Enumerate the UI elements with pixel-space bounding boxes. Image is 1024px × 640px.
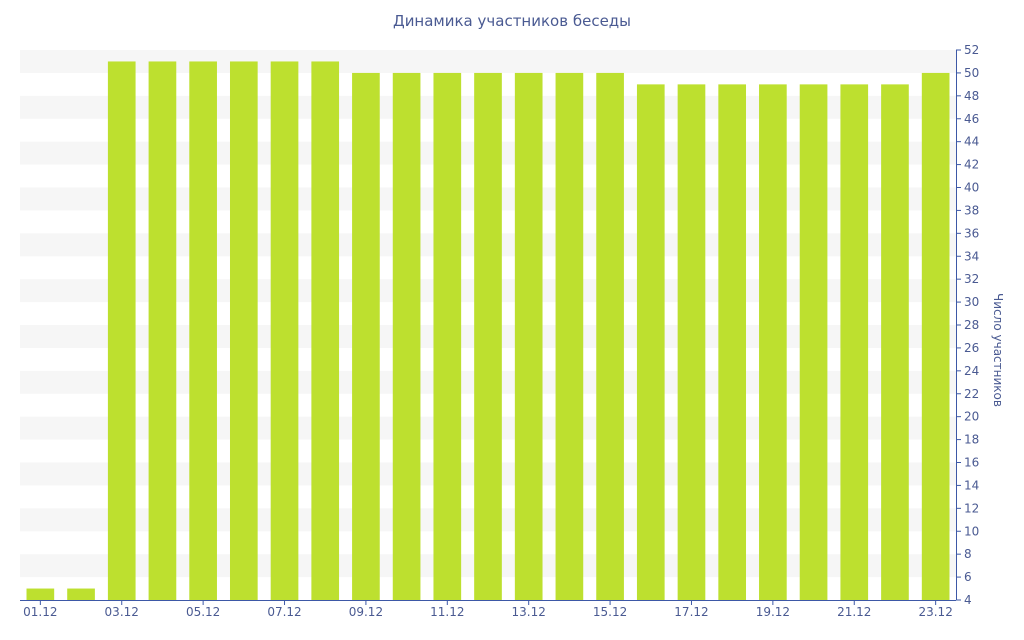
bar [107,61,136,601]
y-axis-title: Число участников [991,293,1005,407]
y-tick-label: 40 [964,181,979,195]
x-tick-label: 13.12 [512,605,546,619]
y-tick-label: 48 [964,89,979,103]
chart-title: Динамика участников беседы [392,12,632,30]
bar [921,72,950,600]
y-tick-label: 46 [964,112,979,126]
y-tick-label: 4 [964,593,972,607]
bar [514,72,543,600]
bar [189,61,217,601]
x-tick-label: 19.12 [756,605,790,619]
bar [229,61,258,601]
bar [555,72,584,600]
bar [596,72,624,600]
x-tick-label: 15.12 [593,605,627,619]
y-tick-label: 22 [964,387,979,401]
y-tick-label: 38 [964,203,979,217]
y-tick-labels: 4681012141618202224262830323436384042444… [956,43,979,607]
bar [311,61,340,601]
y-tick-label: 20 [964,410,979,424]
x-tick-label: 21.12 [837,605,871,619]
y-tick-label: 16 [964,456,979,470]
y-tick-label: 14 [964,478,979,492]
y-tick-label: 32 [964,272,979,286]
y-tick-label: 42 [964,158,979,172]
x-tick-label: 03.12 [105,605,139,619]
y-tick-label: 12 [964,501,979,515]
x-tick-label: 17.12 [674,605,708,619]
y-tick-label: 18 [964,433,979,447]
y-tick-label: 44 [964,135,979,149]
x-tick-label: 23.12 [918,605,952,619]
bar [759,84,787,600]
bar [799,84,828,600]
bar [67,588,95,600]
bar [840,84,869,600]
y-tick-label: 26 [964,341,979,355]
y-tick-label: 10 [964,524,979,538]
y-tick-label: 8 [964,547,972,561]
y-tick-label: 50 [964,66,979,80]
y-tick-label: 6 [964,570,972,584]
bar [148,61,177,601]
y-tick-label: 34 [964,249,979,263]
bar [352,72,380,600]
bar [392,72,421,600]
x-tick-label: 05.12 [186,605,220,619]
bar [474,72,502,600]
y-tick-label: 24 [964,364,979,378]
bar [433,72,462,600]
x-tick-label: 07.12 [267,605,301,619]
bar [718,84,747,600]
bar [677,84,706,600]
x-tick-label: 09.12 [349,605,383,619]
y-tick-label: 36 [964,226,979,240]
x-tick-labels: 01.12 03.12 05.12 07.12 09.12 11.12 13.12 15.12… [23,600,953,619]
x-tick-label: 11.12 [430,605,464,619]
x-tick-label: 01.12 [23,605,57,619]
bar [881,84,909,600]
bar [270,61,299,601]
y-tick-label: 30 [964,295,979,309]
bar [636,84,665,600]
bar [26,588,55,600]
y-tick-label: 52 [964,43,979,57]
y-tick-label: 28 [964,318,979,332]
bars [26,61,950,601]
